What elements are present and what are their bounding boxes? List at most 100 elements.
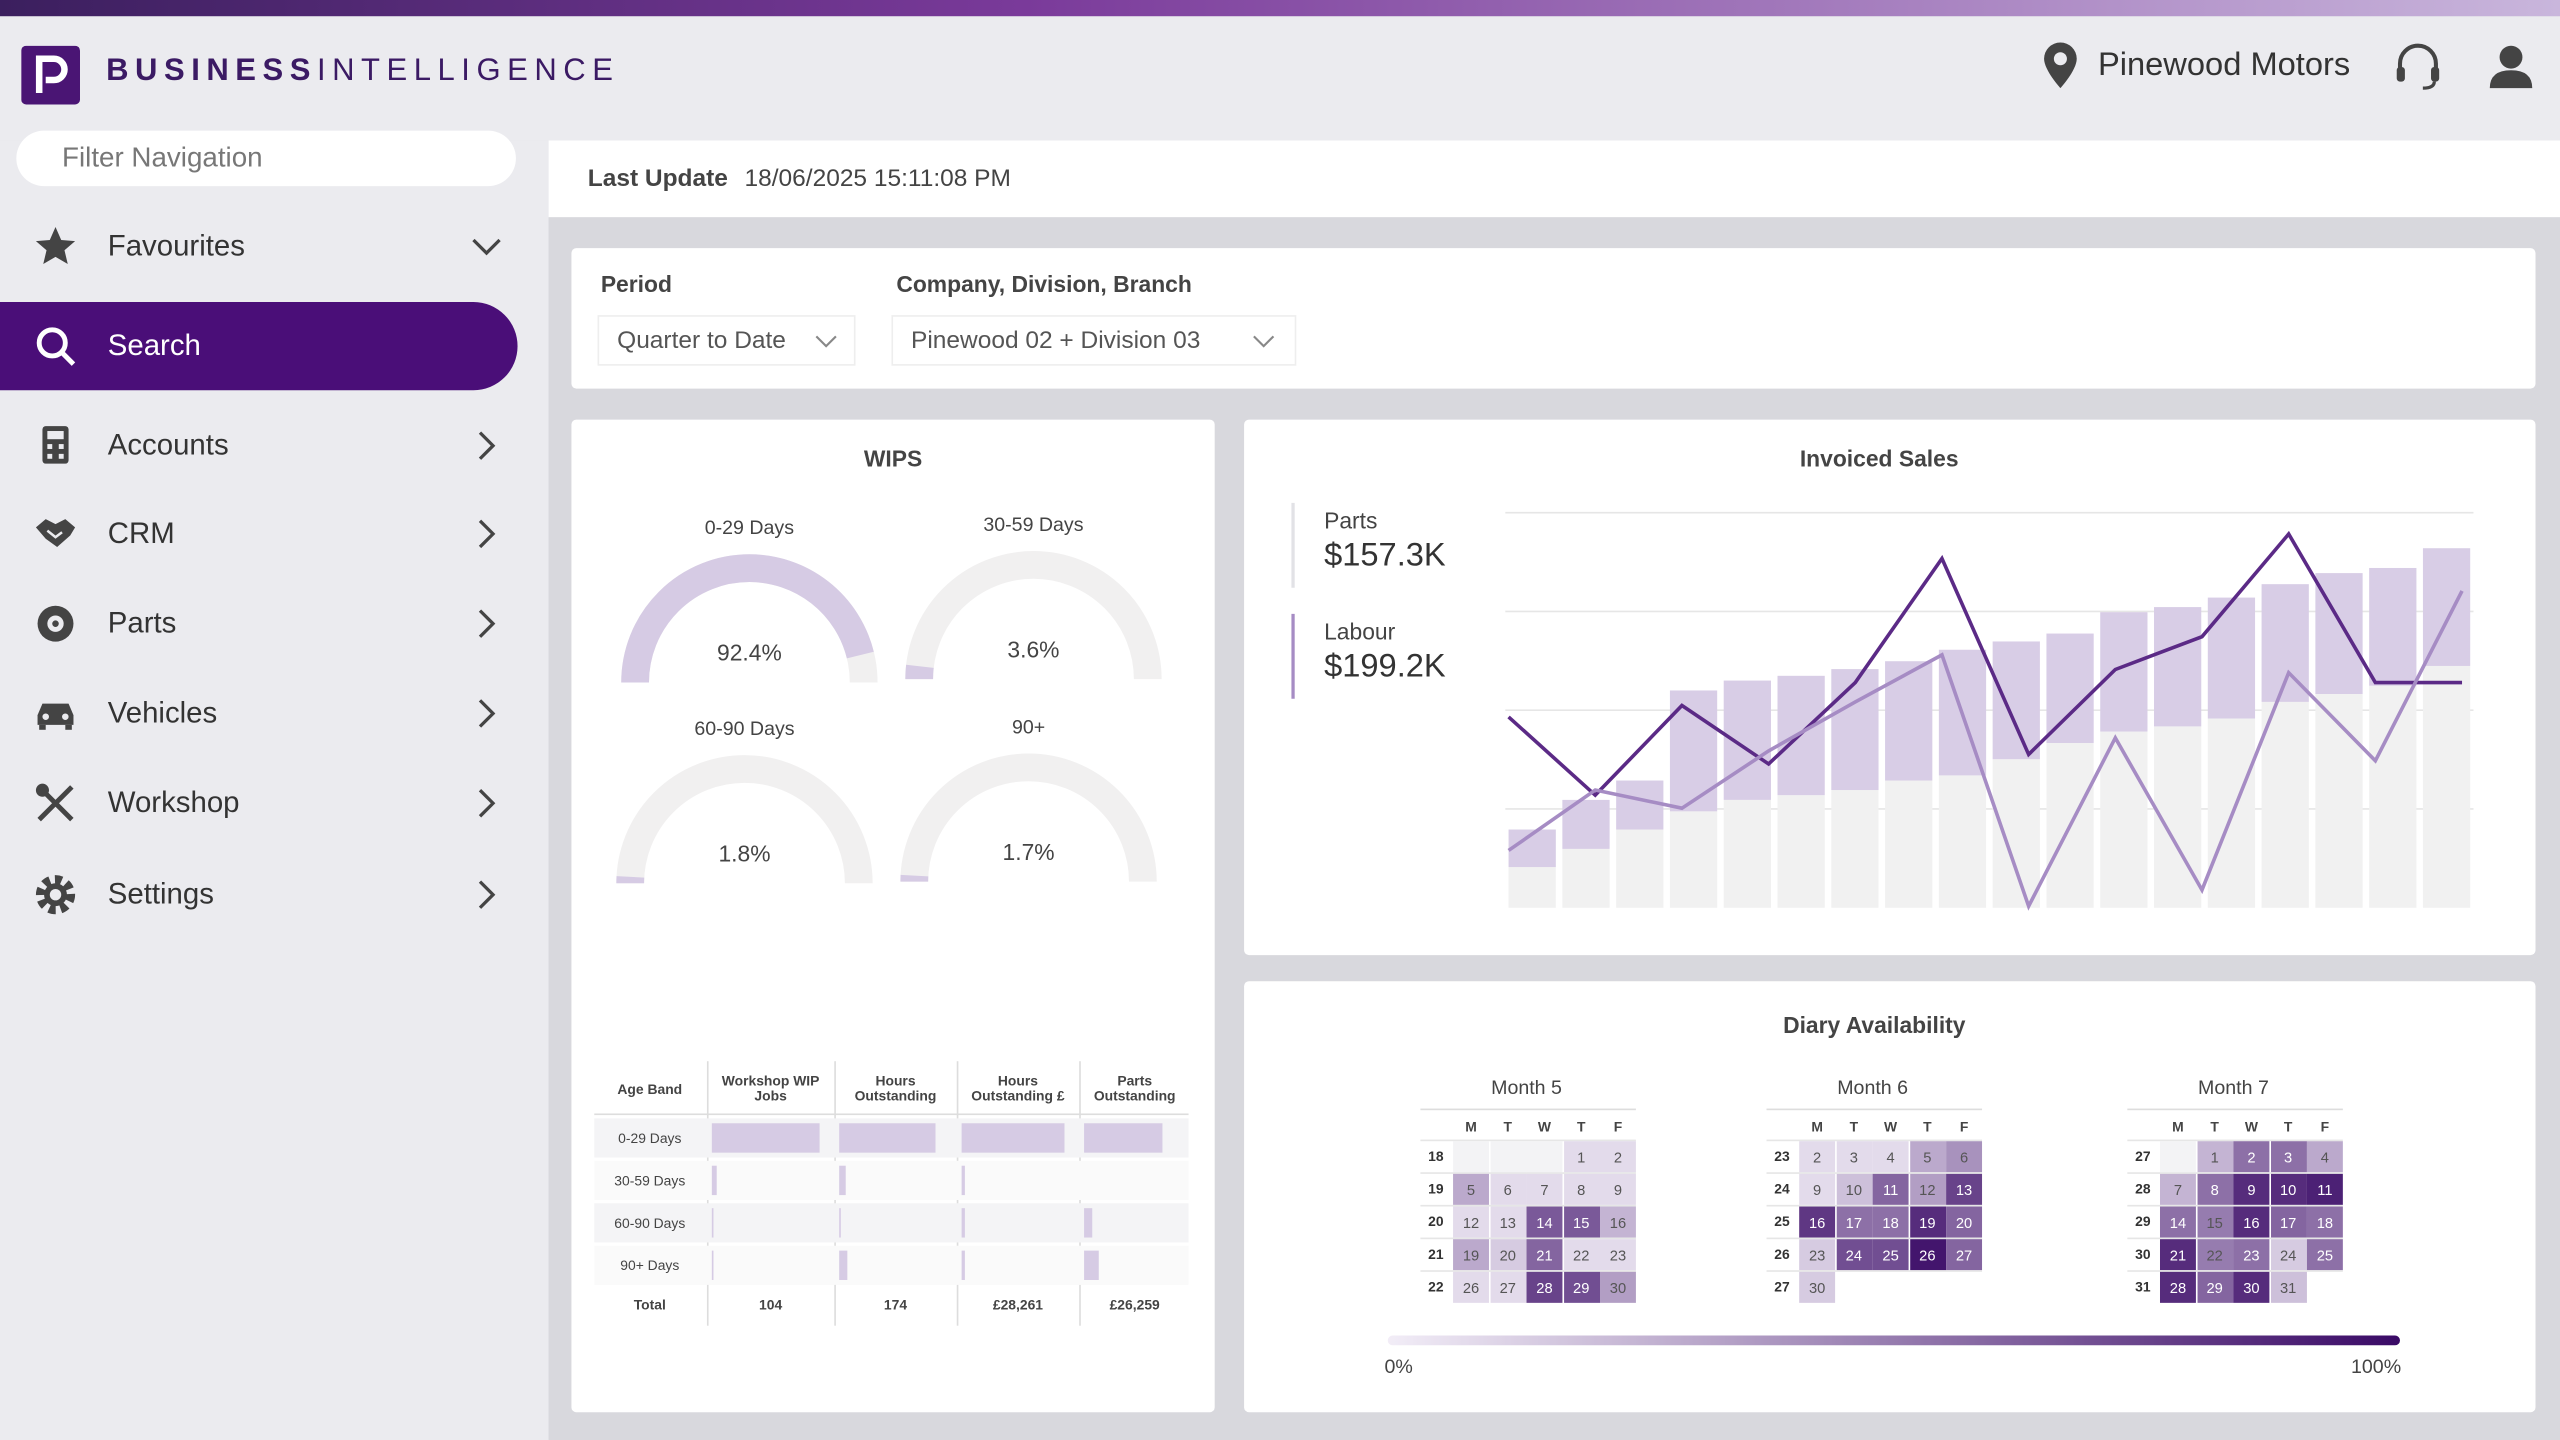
day-cell: 31 <box>2270 1271 2307 1303</box>
table-bar <box>1084 1123 1164 1153</box>
gauge-track <box>905 551 1162 680</box>
calendar-rule <box>1420 1108 1636 1111</box>
day-cell: 4 <box>2306 1141 2343 1173</box>
filter-label: Period <box>600 271 672 298</box>
table-header: Hours Outstanding <box>854 1072 937 1104</box>
day-cell: 15 <box>1563 1206 1600 1238</box>
bar <box>2422 665 2471 908</box>
nav-item[interactable]: Favourites <box>0 202 518 290</box>
bar <box>1831 669 1879 791</box>
calendar-rule <box>1420 1139 1636 1142</box>
chart-title: Invoiced Sales <box>1800 445 1959 471</box>
bar <box>1562 848 1610 908</box>
table-bar <box>711 1123 821 1153</box>
day-cell: 28 <box>1526 1271 1563 1303</box>
day-cell: 17 <box>1835 1206 1872 1238</box>
table-bar <box>839 1123 937 1153</box>
table-bar <box>711 1208 715 1238</box>
company-name[interactable]: Pinewood Motors <box>2097 47 2351 84</box>
user-icon[interactable] <box>2488 44 2534 90</box>
weekday: T <box>2283 1118 2293 1135</box>
day-cell: 18 <box>2306 1206 2343 1238</box>
weekday: F <box>1959 1118 1969 1135</box>
location-icon[interactable] <box>2041 41 2080 90</box>
chevron <box>478 519 496 549</box>
bar <box>1616 829 1664 908</box>
day-cell: 22 <box>2196 1239 2233 1271</box>
nav-item[interactable]: Accounts <box>0 402 518 490</box>
day-cell: 25 <box>2306 1239 2343 1271</box>
week-number: 18 <box>1428 1147 1444 1165</box>
nav-item[interactable]: CRM <box>0 490 518 578</box>
day-cell: 6 <box>1946 1141 1983 1173</box>
nav-item[interactable]: Parts <box>0 580 518 668</box>
calendar-rule <box>1766 1204 1983 1207</box>
week-number: 31 <box>2135 1278 2151 1295</box>
bar <box>1992 759 2040 908</box>
nav-icon <box>37 605 74 642</box>
chevron <box>478 609 496 638</box>
legend-value: $199.2K <box>1324 646 1446 683</box>
table-bar <box>839 1208 841 1238</box>
nav-label: CRM <box>107 516 175 550</box>
bar <box>1723 799 1771 908</box>
weekday: T <box>1576 1118 1586 1135</box>
bar <box>2369 567 2417 686</box>
bar <box>1508 867 1556 908</box>
day-cell: 13 <box>1489 1206 1526 1238</box>
nav-item[interactable]: Workshop <box>0 759 518 847</box>
week-number: 24 <box>1774 1180 1790 1197</box>
nav-icon <box>36 327 76 366</box>
bar <box>1885 780 1933 908</box>
nav-icon <box>35 226 76 264</box>
nav-label: Search <box>107 328 201 362</box>
bar <box>1777 795 1825 908</box>
table-header: Parts Outstanding <box>1093 1072 1176 1104</box>
support-icon[interactable] <box>2393 42 2442 91</box>
chevron <box>478 431 496 460</box>
dropdown-icon <box>1253 335 1275 348</box>
bar <box>2315 694 2363 908</box>
nav-item[interactable]: Vehicles <box>0 669 518 757</box>
gauge-value: 3.6% <box>1007 636 1059 662</box>
filter-value: Quarter to Date <box>617 326 786 355</box>
day-cell: 30 <box>1599 1271 1636 1303</box>
day-cell: 1 <box>2196 1141 2233 1173</box>
last-update-value: 18/06/2025 15:11:08 PM <box>744 164 1011 193</box>
day-cell: 5 <box>1909 1141 1946 1173</box>
gauge-label: 0-29 Days <box>705 517 794 539</box>
scale-label: 0% <box>1384 1355 1413 1378</box>
week-number: 27 <box>2135 1147 2151 1165</box>
table-bar <box>711 1165 717 1196</box>
filter-dropdown[interactable]: Pinewood 02 + Division 03 <box>891 315 1297 366</box>
day-cell: 18 <box>1872 1206 1909 1238</box>
calendar-rule <box>1766 1270 1983 1272</box>
filter-dropdown[interactable]: Quarter to Date <box>597 315 856 366</box>
day-cell: 17 <box>2270 1206 2307 1238</box>
legend-name: Labour <box>1324 618 1396 644</box>
day-cell: 23 <box>1599 1239 1636 1271</box>
calendar-rule <box>1420 1270 1636 1272</box>
weekday: W <box>1884 1118 1898 1135</box>
bar <box>1831 790 1879 908</box>
nav-item[interactable]: Settings <box>0 851 518 939</box>
total-label: Total <box>633 1296 666 1313</box>
calendar-rule <box>2127 1237 2343 1240</box>
calendar-rule <box>2127 1270 2343 1272</box>
total-value: 104 <box>759 1296 783 1313</box>
header-rule <box>594 1113 1189 1116</box>
day-cell: 11 <box>2306 1173 2343 1205</box>
week-number: 23 <box>1774 1147 1790 1165</box>
day-cell: 19 <box>1909 1206 1946 1238</box>
gauge-label: 90+ <box>1012 716 1045 738</box>
day-cell: 29 <box>1563 1271 1600 1303</box>
month-title: Month 6 <box>1837 1075 1909 1099</box>
table-bar <box>711 1250 715 1280</box>
calendar-rule <box>2127 1108 2343 1111</box>
month-title: Month 7 <box>2198 1075 2269 1099</box>
availability-scale <box>1387 1335 2400 1346</box>
calendar-rule <box>1420 1204 1636 1207</box>
filter-input[interactable]: Filter Navigation <box>16 130 516 187</box>
day-cell: 7 <box>2159 1173 2196 1205</box>
nav-item[interactable]: Search <box>0 302 518 391</box>
